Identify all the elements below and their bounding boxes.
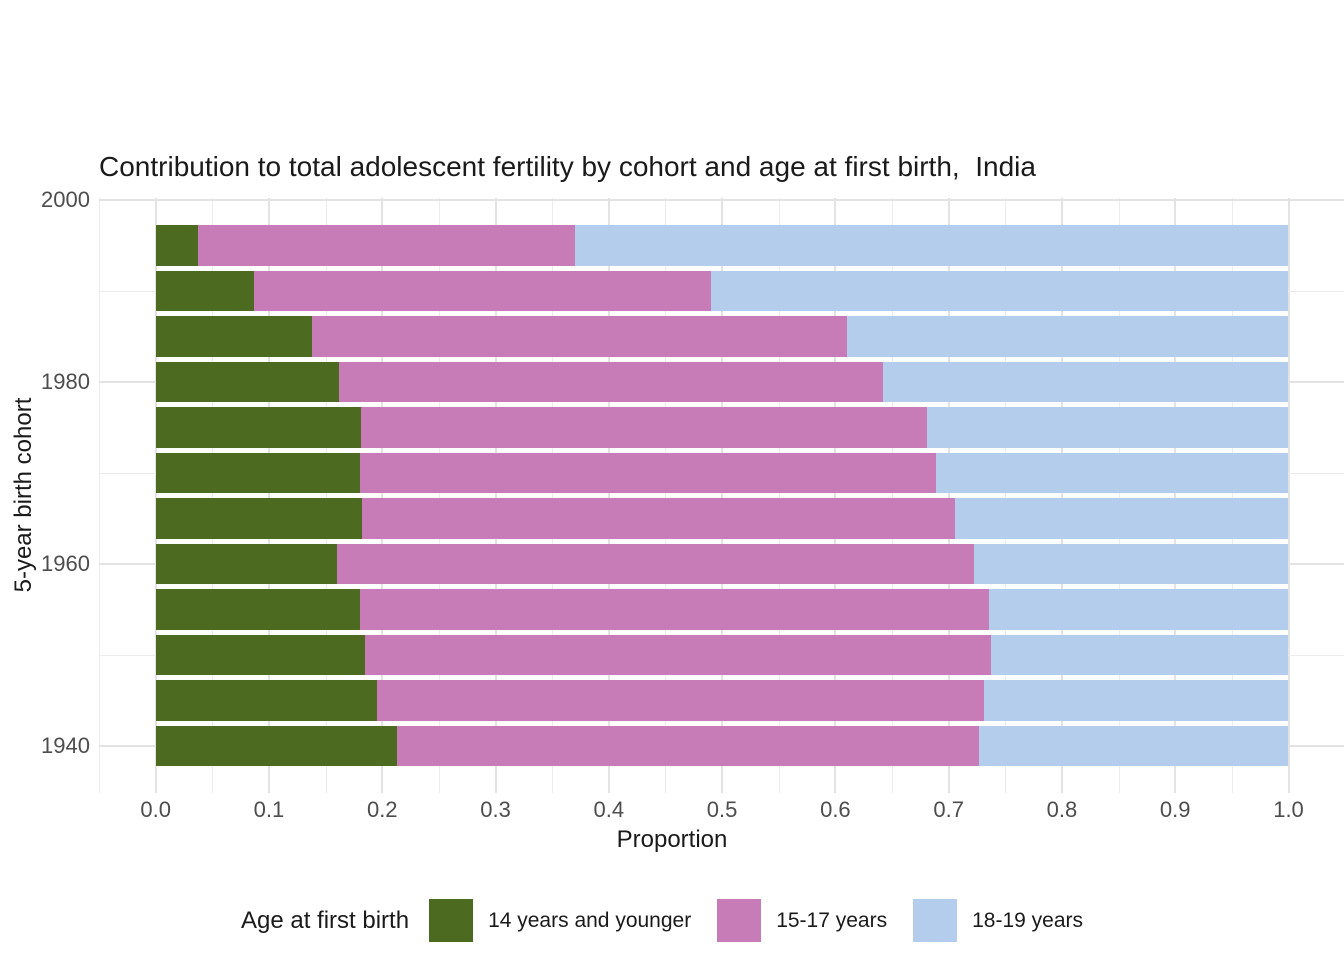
bar-segment-18-19-years	[979, 725, 1289, 767]
bar-segment-18-19-years	[989, 589, 1289, 630]
x-major-gridline	[1060, 198, 1063, 793]
bar-segment-14-years-and-younger	[155, 680, 377, 721]
x-major-gridline	[1174, 198, 1177, 793]
y-tick-label: 1980	[41, 369, 90, 394]
bar-segment-14-years-and-younger	[155, 361, 340, 403]
legend-swatch-icon	[913, 899, 958, 942]
bar-segment-18-19-years	[936, 452, 1289, 494]
bar-segment-18-19-years	[710, 270, 1289, 312]
bar-segment-15-17-years	[361, 498, 956, 539]
x-tick-label: 0.5	[706, 797, 738, 822]
x-tick-label: 0.2	[366, 797, 398, 822]
legend-swatch-icon	[429, 899, 474, 942]
y-tick-label: 1960	[41, 551, 90, 576]
bar-segment-14-years-and-younger	[155, 589, 360, 630]
x-major-gridline	[721, 198, 724, 793]
x-major-gridline	[154, 198, 157, 793]
x-major-gridline	[494, 198, 497, 793]
bar-segment-18-19-years	[955, 498, 1289, 539]
bar-segment-15-17-years	[360, 407, 928, 448]
x-tick-label: 0.1	[253, 797, 285, 822]
x-axis-title: Proportion	[616, 826, 728, 853]
legend-item-18-19-years: 18-19 years	[913, 899, 1103, 942]
x-minor-gridline	[778, 198, 780, 793]
x-major-gridline	[947, 198, 950, 793]
legend-label: 15-17 years	[776, 908, 888, 932]
x-tick-label: 0.6	[820, 797, 851, 822]
x-minor-gridline	[1118, 198, 1120, 793]
bar-segment-15-17-years	[336, 543, 974, 585]
legend-item-14-years-and-younger: 14 years and younger	[429, 899, 711, 942]
bar-segment-14-years-and-younger	[155, 725, 397, 767]
bar-segment-18-19-years	[983, 680, 1289, 721]
x-tick-label: 0.7	[933, 797, 964, 822]
bar-segment-18-19-years	[973, 543, 1289, 585]
bar-segment-14-years-and-younger	[155, 543, 337, 585]
legend-label: 18-19 years	[972, 908, 1084, 932]
x-tick-label: 0.4	[593, 797, 625, 822]
bar-segment-14-years-and-younger	[155, 452, 360, 494]
bar-segment-15-17-years	[312, 316, 847, 357]
x-major-gridline	[607, 198, 610, 793]
chart-legend: Age at first birth 14 years and younger 1…	[0, 899, 1344, 942]
x-tick-label: 0.8	[1046, 797, 1078, 822]
y-major-gridline	[99, 199, 1344, 201]
bar-segment-15-17-years	[339, 361, 883, 403]
x-minor-gridline	[99, 198, 101, 793]
x-minor-gridline	[665, 198, 667, 793]
bar-segment-14-years-and-younger	[155, 225, 198, 266]
bar-segment-15-17-years	[396, 725, 980, 767]
x-minor-gridline	[212, 198, 214, 793]
x-tick-label: 1.0	[1273, 797, 1304, 822]
bar-segment-15-17-years	[359, 452, 937, 494]
bar-segment-18-19-years	[574, 225, 1289, 266]
bar-segment-14-years-and-younger	[155, 270, 255, 312]
x-minor-gridline	[1231, 198, 1233, 793]
bar-segment-14-years-and-younger	[155, 316, 312, 357]
plot-panel	[99, 198, 1344, 793]
x-minor-gridline	[552, 198, 554, 793]
bar-segment-18-19-years	[927, 407, 1289, 448]
x-tick-label: 0.3	[480, 797, 511, 822]
legend-item-15-17-years: 15-17 years	[717, 899, 907, 942]
legend-swatch-icon	[717, 899, 762, 942]
x-minor-gridline	[325, 198, 327, 793]
x-tick-label: 0.9	[1159, 797, 1191, 822]
legend-items: 14 years and younger 15-17 years 18-19 yea…	[423, 899, 1103, 942]
y-tick-label: 1940	[41, 733, 90, 758]
x-minor-gridline	[892, 198, 894, 793]
bar-segment-15-17-years	[359, 589, 990, 630]
bar-segment-15-17-years	[254, 270, 711, 312]
bar-segment-18-19-years	[882, 361, 1289, 403]
bar-segment-14-years-and-younger	[155, 634, 366, 676]
bar-segment-15-17-years	[376, 680, 984, 721]
chart-title: Contribution to total adolescent fertili…	[99, 151, 1036, 182]
bar-segment-15-17-years	[197, 225, 575, 266]
x-major-gridline	[267, 198, 270, 793]
x-tick-label: 0.0	[140, 797, 171, 822]
legend-label: 14 years and younger	[488, 908, 692, 932]
x-minor-gridline	[438, 198, 440, 793]
bar-segment-14-years-and-younger	[155, 407, 361, 448]
x-major-gridline	[381, 198, 384, 793]
legend-title: Age at first birth	[240, 906, 410, 934]
bar-segment-18-19-years	[846, 316, 1289, 357]
x-minor-gridline	[1005, 198, 1007, 793]
bar-segment-14-years-and-younger	[155, 498, 362, 539]
x-major-gridline	[834, 198, 837, 793]
bar-segment-15-17-years	[365, 634, 991, 676]
y-tick-label: 2000	[41, 187, 90, 212]
bar-segment-18-19-years	[990, 634, 1289, 676]
x-major-gridline	[1287, 198, 1290, 793]
